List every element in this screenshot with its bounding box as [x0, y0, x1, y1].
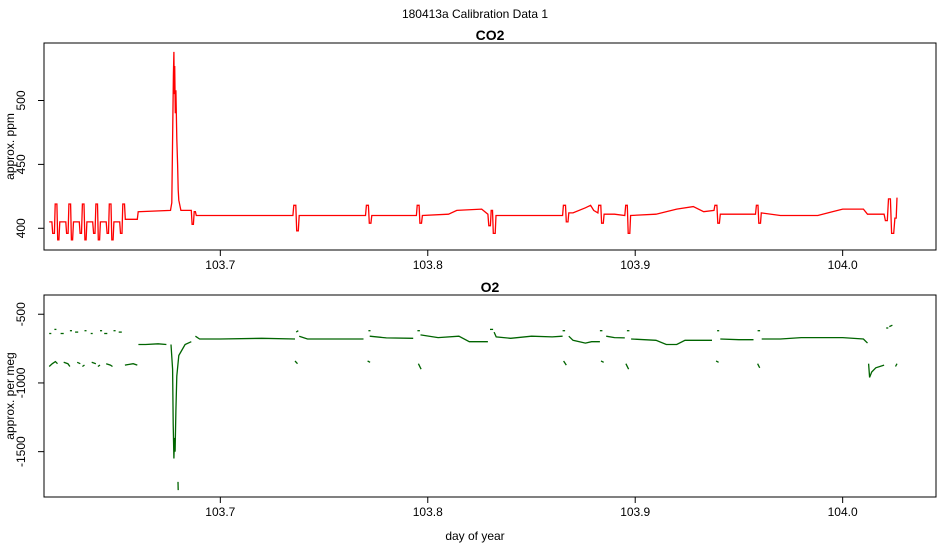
- y-axis-label: approx. per meg: [3, 352, 17, 439]
- x-tick-label: 103.9: [620, 258, 650, 272]
- series-line: [715, 360, 719, 363]
- y-tick-label: -1000: [14, 367, 28, 398]
- y-tick-label: 500: [14, 90, 28, 110]
- series-line: [76, 361, 81, 365]
- series-line: [97, 364, 101, 368]
- figure-suptitle: 180413a Calibration Data 1: [402, 7, 548, 21]
- series-line: [563, 360, 567, 366]
- x-tick-label: 103.8: [413, 505, 443, 519]
- series-line: [48, 360, 58, 367]
- series-line: [720, 338, 754, 341]
- series-line: [82, 364, 85, 368]
- series-line: [49, 51, 898, 241]
- series-line: [757, 363, 761, 369]
- series-line: [63, 361, 71, 367]
- y-tick-label: -500: [14, 302, 28, 326]
- series-line: [367, 360, 371, 363]
- series-line: [124, 363, 138, 366]
- series-line: [298, 335, 364, 340]
- co2-panel: CO2 approx. ppm 103.7 103.8 103.9 104.0 400 450…: [3, 27, 937, 272]
- series-line: [625, 363, 630, 370]
- y-tick-label: 450: [14, 154, 28, 174]
- series-line: [606, 335, 625, 339]
- series-line: [894, 363, 898, 367]
- series-line: [420, 334, 488, 343]
- x-tick-label: 103.9: [620, 505, 650, 519]
- series-line: [761, 336, 868, 344]
- x-tick-label: 103.8: [413, 258, 443, 272]
- x-axis-label: day of year: [445, 529, 504, 543]
- series-line: [170, 341, 192, 459]
- o2-panel: O2 approx. per meg 103.7 103.8 103.9 104.0 -15…: [3, 279, 937, 519]
- series-line: [417, 363, 422, 370]
- series-line: [889, 324, 893, 328]
- series-line: [493, 331, 563, 339]
- series-line: [105, 363, 113, 368]
- x-tick-label: 103.7: [205, 258, 235, 272]
- series-line: [867, 363, 885, 378]
- y-tick-label: 400: [14, 218, 28, 238]
- plot-frame: [43, 42, 937, 251]
- series-line: [568, 335, 600, 344]
- series-line: [138, 343, 167, 346]
- x-tick-label: 104.0: [828, 258, 858, 272]
- series-line: [369, 335, 414, 339]
- x-tick-label: 104.0: [828, 505, 858, 519]
- x-tick-label: 103.7: [205, 505, 235, 519]
- y-axis-label: approx. ppm: [3, 113, 17, 180]
- plot-frame: [43, 294, 937, 498]
- series-line: [195, 335, 296, 340]
- series-line: [600, 360, 604, 363]
- series-line: [91, 361, 97, 365]
- panel-title: O2: [481, 279, 500, 295]
- panel-title: CO2: [476, 27, 505, 43]
- series-line: [631, 338, 712, 346]
- y-tick-label: -1500: [14, 436, 28, 467]
- series-line: [294, 360, 298, 365]
- series-line: [295, 330, 299, 333]
